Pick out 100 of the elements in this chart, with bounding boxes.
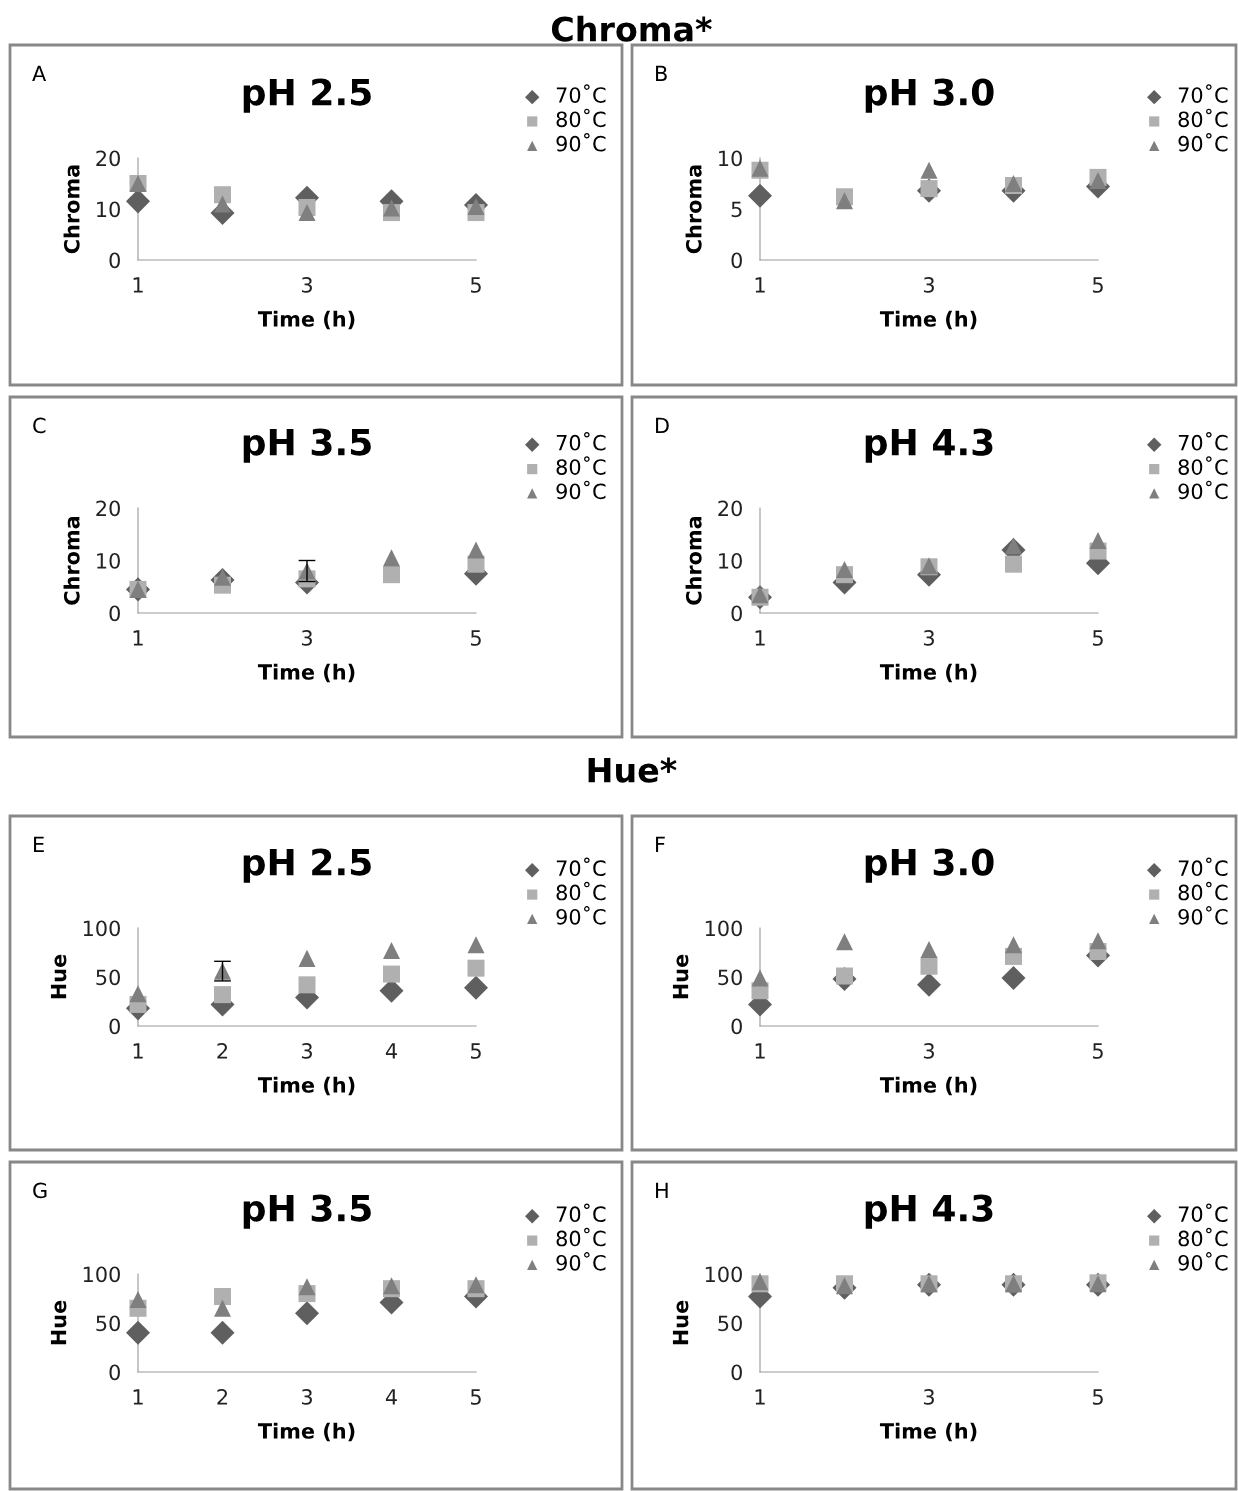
- point: [835, 192, 854, 210]
- y-tick-label: 0: [731, 252, 742, 269]
- x-tick-label: 4: [385, 1389, 397, 1405]
- x-tick-label: 1: [133, 1389, 143, 1405]
- y-tick-label: 10: [97, 552, 120, 569]
- legend-label: 80˚C: [1178, 1227, 1228, 1247]
- y-axis-title: Chroma: [685, 516, 702, 605]
- point: [463, 975, 489, 1000]
- x-tick-label: 1: [133, 277, 143, 293]
- point: [1001, 965, 1026, 991]
- x-tick-label: 1: [755, 630, 765, 646]
- point: [1089, 532, 1107, 550]
- y-axis-title: Chroma: [685, 165, 702, 254]
- x-tick-label: 3: [301, 1043, 312, 1059]
- chart-title: pH 3.5: [243, 1194, 371, 1229]
- x-tick-label: 5: [1092, 1389, 1103, 1405]
- y-tick-label: 0: [731, 1364, 742, 1381]
- x-tick-label: 1: [133, 1043, 143, 1059]
- text: Chroma*: [551, 15, 712, 42]
- legend-label: 90˚C: [1178, 132, 1228, 152]
- point: [916, 972, 942, 997]
- x-tick-label: 2: [217, 1043, 228, 1059]
- y-tick-label: 50: [718, 1315, 742, 1332]
- legend-label: 70˚C: [556, 431, 606, 451]
- point: [294, 1301, 320, 1326]
- chart-title: pH 3.0: [865, 78, 994, 113]
- x-tick-label: 3: [301, 1389, 312, 1405]
- legend-label: 90˚C: [556, 906, 606, 925]
- point: [467, 1276, 485, 1294]
- x-tick-label: 3: [923, 630, 934, 646]
- x-tick-label: 5: [470, 1389, 481, 1405]
- point: [1004, 537, 1023, 555]
- text: A: [32, 65, 47, 81]
- x-tick-label: 5: [1092, 1043, 1103, 1059]
- point: [298, 204, 316, 222]
- point: [129, 985, 147, 1003]
- legend-label: 90˚C: [556, 132, 606, 152]
- y-tick-label: 20: [718, 500, 742, 517]
- point: [213, 986, 232, 1004]
- legend-label: 80˚C: [556, 108, 606, 128]
- x-tick-label: 3: [923, 1043, 934, 1059]
- legend-label: 70˚C: [1178, 1203, 1228, 1223]
- legend-label: 80˚C: [556, 881, 606, 901]
- y-tick-label: 50: [96, 1315, 120, 1332]
- point: [298, 949, 316, 967]
- point: [467, 541, 485, 559]
- y-tick-label: 100: [83, 1266, 120, 1283]
- chart-title: pH 4.3: [865, 428, 993, 463]
- point: [1004, 555, 1023, 573]
- text: Hue*: [588, 757, 677, 783]
- text: E: [34, 836, 44, 852]
- x-tick-label: 3: [923, 1389, 934, 1405]
- point: [467, 959, 485, 977]
- x-axis-title: Time (h): [879, 1076, 977, 1096]
- y-axis-title: Hue: [672, 954, 689, 999]
- x-tick-label: 4: [385, 1043, 397, 1059]
- x-tick-label: 3: [301, 277, 312, 293]
- point: [920, 957, 938, 975]
- legend-label: 90˚C: [556, 480, 606, 500]
- y-tick-label: 0: [731, 605, 742, 622]
- chart-title: pH 3.0: [865, 848, 994, 883]
- x-tick-label: 1: [755, 1043, 765, 1059]
- x-tick-label: 2: [217, 1389, 228, 1405]
- x-tick-label: 5: [470, 1043, 481, 1059]
- point: [125, 189, 151, 214]
- x-axis-title: Time (h): [257, 663, 355, 683]
- text: H: [656, 1182, 668, 1198]
- point: [129, 1290, 147, 1308]
- y-tick-label: 0: [109, 1364, 120, 1381]
- legend-label: 70˚C: [1178, 84, 1228, 103]
- x-tick-label: 5: [470, 277, 481, 293]
- x-tick-label: 5: [1092, 630, 1103, 646]
- legend-label: 70˚C: [1178, 857, 1228, 877]
- x-tick-label: 3: [923, 277, 934, 293]
- x-tick-label: 5: [1092, 277, 1103, 293]
- y-tick-label: 0: [109, 252, 120, 269]
- legend-label: 70˚C: [1178, 431, 1228, 451]
- point: [920, 161, 938, 179]
- y-axis-title: Chroma: [63, 516, 80, 605]
- legend-label: 90˚C: [1178, 480, 1228, 500]
- chart-title: pH 2.5: [243, 78, 371, 113]
- point: [213, 568, 232, 586]
- y-tick-label: 10: [719, 150, 742, 167]
- x-tick-label: 1: [133, 630, 143, 646]
- y-tick-label: 0: [109, 1018, 120, 1035]
- y-tick-label: 20: [96, 150, 120, 167]
- point: [751, 969, 769, 987]
- legend-label: 80˚C: [1178, 108, 1228, 128]
- point: [1004, 936, 1023, 954]
- point: [382, 965, 401, 983]
- x-axis-title: Time (h): [257, 310, 355, 330]
- point: [835, 560, 854, 578]
- x-axis-title: Time (h): [879, 663, 977, 683]
- point: [1089, 932, 1107, 950]
- point: [213, 195, 232, 213]
- y-axis-title: Hue: [50, 954, 67, 999]
- x-tick-label: 1: [755, 1389, 765, 1405]
- x-axis-title: Time (h): [879, 310, 977, 330]
- legend-label: 80˚C: [556, 456, 606, 475]
- legend-label: 70˚C: [556, 857, 606, 877]
